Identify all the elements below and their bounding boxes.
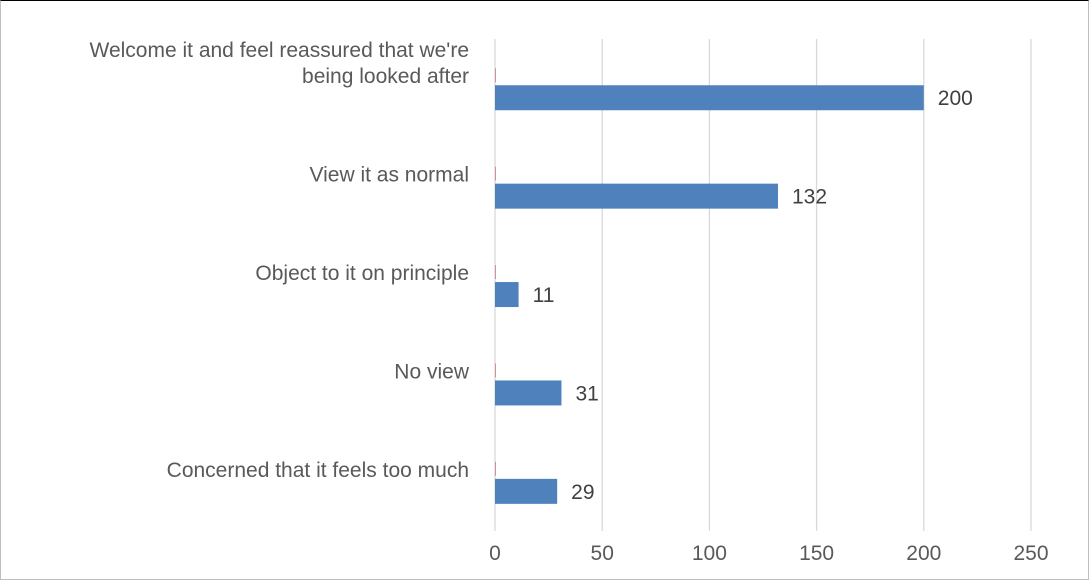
- bar: [495, 478, 558, 504]
- x-tick-label: 100: [692, 542, 727, 565]
- x-tick-label: 150: [799, 542, 834, 565]
- category-label: Object to it on principle: [255, 262, 469, 285]
- data-label: 31: [575, 382, 598, 405]
- x-tick-label: 50: [591, 542, 614, 565]
- x-tick-label: 0: [489, 542, 501, 565]
- data-label: 29: [571, 481, 594, 504]
- bars: [495, 68, 924, 504]
- data-labels: 200 132 11 31 29: [533, 87, 973, 504]
- category-label: View it as normal: [309, 164, 469, 187]
- bar-secondary: [495, 363, 496, 378]
- bar-secondary: [495, 461, 496, 476]
- bar-secondary: [495, 166, 496, 181]
- bar-secondary: [495, 265, 496, 280]
- category-label: Welcome it and feel reassured that we're: [90, 39, 469, 62]
- bar: [495, 183, 779, 209]
- data-label: 11: [533, 284, 555, 307]
- x-tick-label: 200: [906, 542, 941, 565]
- data-label: 132: [792, 186, 827, 209]
- bar: [495, 282, 519, 308]
- category-label: being looked after: [302, 65, 469, 88]
- category-label: No view: [394, 360, 470, 383]
- data-label: 200: [938, 87, 973, 110]
- bar: [495, 85, 924, 111]
- x-axis: 0 50 100 150 200 250: [489, 542, 1048, 565]
- category-labels: Welcome it and feel reassured that we're…: [90, 39, 470, 482]
- x-tick-label: 250: [1013, 542, 1048, 565]
- bar: [495, 380, 562, 406]
- bar-secondary: [495, 68, 496, 83]
- category-label: Concerned that it feels too much: [167, 459, 469, 482]
- gridlines: [494, 39, 1032, 531]
